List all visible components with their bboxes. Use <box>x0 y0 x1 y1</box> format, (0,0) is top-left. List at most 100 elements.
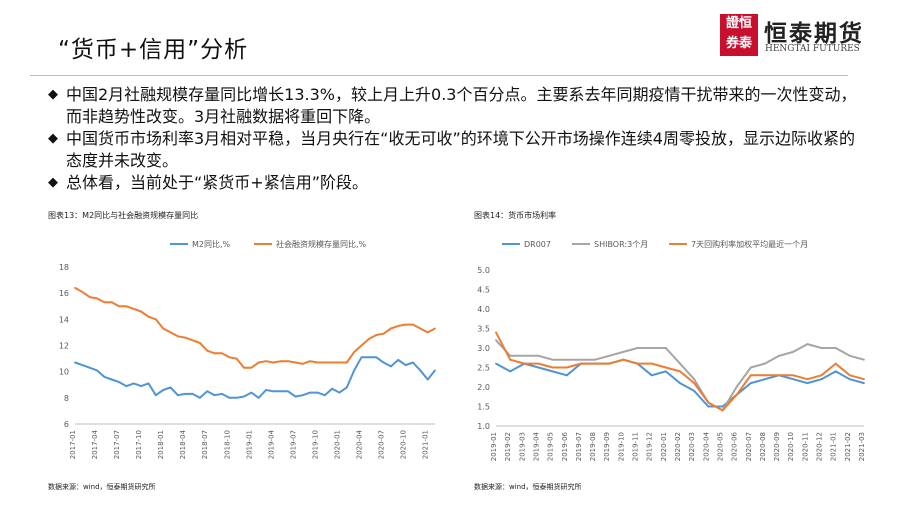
x-tick-label: 2019-01 <box>245 430 253 459</box>
data-point <box>848 354 851 357</box>
data-point <box>147 315 150 318</box>
data-point <box>764 374 766 377</box>
data-point <box>294 361 297 364</box>
data-point <box>184 393 187 395</box>
x-tick-label: 2019-06 <box>561 431 569 461</box>
x-tick-label: 2019-07 <box>575 432 583 461</box>
data-point <box>338 391 341 394</box>
data-point <box>140 310 143 313</box>
data-point <box>272 390 275 393</box>
data-point <box>353 369 356 372</box>
data-point <box>778 374 780 377</box>
data-point <box>338 361 341 364</box>
bullet-item: ◆ 中国2月社融规模存量同比增长13.3%，较上月上升0.3个百分点。主要系去年… <box>48 84 858 128</box>
data-point <box>331 387 334 390</box>
y-tick-label: 2.0 <box>477 383 490 392</box>
data-point <box>221 393 223 395</box>
data-point <box>235 357 238 360</box>
data-point <box>594 358 596 361</box>
data-point <box>331 361 334 364</box>
data-point <box>693 378 696 381</box>
data-point <box>375 356 378 359</box>
data-point <box>778 354 780 357</box>
data-point <box>792 378 795 381</box>
x-tick-label: 2021-02 <box>844 432 852 461</box>
data-point <box>132 382 135 385</box>
data-point <box>565 374 568 377</box>
data-point <box>650 374 653 377</box>
data-point <box>636 347 639 349</box>
data-point <box>265 360 267 363</box>
data-point <box>707 401 710 404</box>
y-tick-label: 1.5 <box>477 403 490 412</box>
data-point <box>551 370 554 373</box>
data-point <box>191 393 194 395</box>
data-point <box>110 378 113 381</box>
data-point <box>551 366 554 369</box>
data-point <box>198 396 201 399</box>
data-point <box>228 356 231 359</box>
x-tick-label: 2020-05 <box>716 432 724 461</box>
diamond-bullet-icon: ◆ <box>48 175 58 190</box>
data-point <box>412 323 414 326</box>
chart-money-market-rates: 1.0 1.5 2.0 2.5 3.0 3.5 4.0 4.5 5.0 2019-01 2019-0… <box>477 239 866 461</box>
legend-label: M2同比,% <box>192 239 231 249</box>
data-point <box>404 323 407 326</box>
data-point <box>118 381 120 384</box>
data-point <box>316 391 319 394</box>
x-tick-label: 2019-07 <box>289 430 297 459</box>
data-point <box>749 374 752 377</box>
data-point <box>279 360 282 363</box>
x-tick-label: 2020-10 <box>400 430 408 459</box>
x-tick-label: 2018-07 <box>201 430 209 459</box>
logo-name-en: HENGTAI FUTURES <box>765 44 860 54</box>
data-point <box>650 347 653 349</box>
data-point <box>110 301 113 304</box>
data-point <box>140 385 143 387</box>
diamond-bullet-icon: ◆ <box>48 131 58 146</box>
x-tick-label: 2018-10 <box>223 430 231 459</box>
chart-source-left: 数据来源：wind，恒泰期货研究所 <box>48 483 156 491</box>
data-point <box>735 393 738 396</box>
chart-caption-left: 图表13：M2同比与社会融资规模存量同比 <box>48 211 199 220</box>
data-point <box>693 390 696 392</box>
data-point <box>367 356 370 359</box>
data-point <box>96 297 98 300</box>
data-point <box>580 362 582 365</box>
data-point <box>426 378 429 381</box>
series-line <box>74 287 436 369</box>
bullet-text: 中国货币市场利率3月相对平稳，当月央行在“收无可收”的环境下公开市场操作连续4周… <box>66 129 855 170</box>
data-point <box>404 364 407 367</box>
data-point <box>523 354 526 357</box>
x-tick-label: 2019-05 <box>547 432 555 461</box>
x-tick-label: 2019-04 <box>532 431 540 461</box>
data-point <box>272 361 275 364</box>
x-tick-label: 2020-04 <box>702 431 710 461</box>
x-tick-label: 2021-03 <box>858 432 866 461</box>
slide-title: “货币+信用”分析 <box>58 37 249 63</box>
bullet-list: ◆ 中国2月社融规模存量同比增长13.3%，较上月上升0.3个百分点。主要系去年… <box>48 84 858 194</box>
x-tick-label: 2019-10 <box>311 430 319 459</box>
data-point <box>834 370 837 373</box>
data-point <box>287 360 289 363</box>
data-point <box>301 362 304 365</box>
data-point <box>834 347 837 349</box>
data-point <box>551 358 554 361</box>
x-tick-label: 2021-01 <box>422 430 430 459</box>
data-point <box>806 382 809 384</box>
data-point <box>81 290 84 293</box>
x-tick-label: 2020-11 <box>801 432 809 461</box>
data-point <box>367 338 370 340</box>
data-point <box>495 362 497 365</box>
series-line <box>74 356 436 399</box>
data-point <box>243 366 245 369</box>
data-point <box>287 390 289 393</box>
data-point <box>664 370 667 373</box>
data-point <box>749 382 752 384</box>
data-point <box>96 369 98 372</box>
data-point <box>309 391 312 394</box>
x-tick-label: 2020-01 <box>333 430 341 459</box>
diamond-bullet-icon: ◆ <box>48 87 58 102</box>
data-point <box>360 344 363 347</box>
y-tick-label: 10 <box>59 368 69 377</box>
